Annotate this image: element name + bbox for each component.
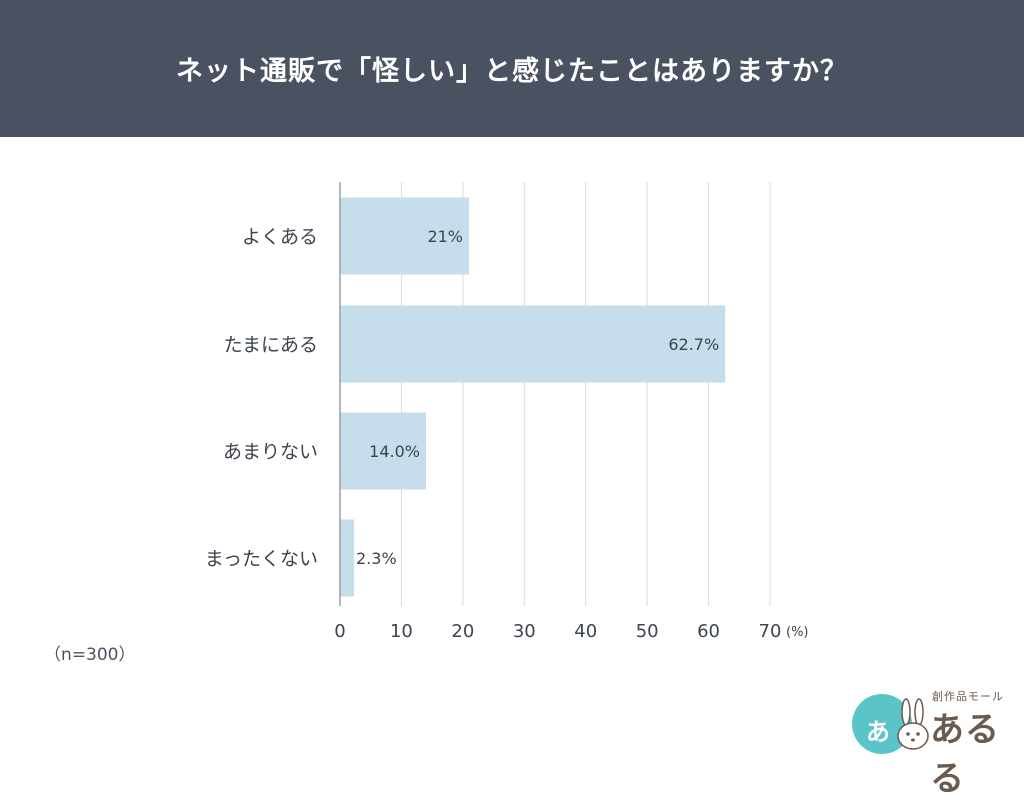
tick-label: 10 bbox=[390, 621, 413, 642]
logo-circle: あ bbox=[852, 694, 912, 754]
logo-subtitle: 創作品モール bbox=[932, 690, 1004, 703]
chart-title: ネット通販で「怪しい」と感じたことはありますか？ bbox=[176, 56, 848, 87]
bar bbox=[340, 305, 726, 383]
tick-label: 50 bbox=[636, 621, 659, 642]
tick-label: 60 bbox=[697, 621, 720, 642]
rabbit-icon bbox=[897, 698, 929, 750]
brand-logo: あ 創作品モール あるる bbox=[850, 688, 1020, 799]
header-banner: ネット通販で「怪しい」と感じたことはありますか？ bbox=[0, 0, 1024, 137]
data-label: 62.7% bbox=[668, 335, 719, 354]
category-label: よくある bbox=[242, 226, 318, 248]
bar bbox=[340, 412, 426, 490]
bar-chart: 21% よくある 62.7% たまにある 14.0% あまりない 2.3% まったくない 0 10… bbox=[205, 182, 809, 642]
tick-label: 0 bbox=[334, 621, 345, 642]
tick-label: 20 bbox=[451, 621, 474, 642]
data-label: 14.0% bbox=[369, 442, 420, 461]
category-label: あまりない bbox=[223, 441, 318, 463]
logo-circle-char: あ bbox=[866, 718, 890, 746]
data-label: 2.3% bbox=[356, 549, 397, 568]
tick-label: 40 bbox=[574, 621, 597, 642]
category-label: まったくない bbox=[205, 548, 318, 570]
sample-size-note: （n=300） bbox=[44, 645, 136, 665]
logo-wordmark: あるる bbox=[930, 710, 1000, 799]
bar bbox=[340, 519, 355, 597]
bar bbox=[340, 197, 469, 275]
unit-label: (%) bbox=[786, 625, 809, 640]
tick-label: 30 bbox=[513, 621, 536, 642]
data-label: 21% bbox=[427, 227, 463, 246]
tick-label: 70 bbox=[759, 621, 782, 642]
category-label: たまにある bbox=[224, 334, 318, 356]
